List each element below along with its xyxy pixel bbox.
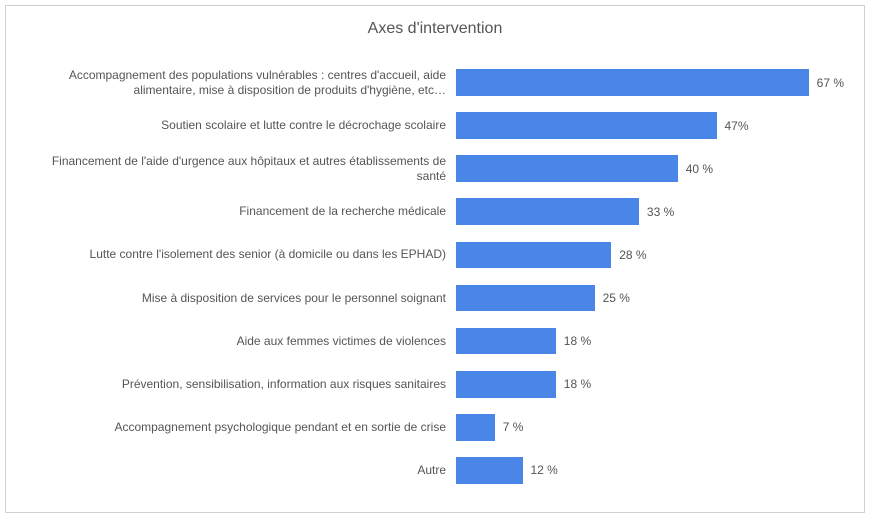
chart-title: Axes d'intervention (6, 6, 864, 48)
bar-cell: 18 % (456, 320, 844, 363)
bar-value-label: 33 % (647, 205, 674, 219)
bar-label: Accompagnement des populations vulnérabl… (26, 68, 456, 98)
bar-value-label: 47% (725, 119, 749, 133)
bar (456, 112, 717, 139)
bar (456, 242, 611, 269)
bar (456, 69, 809, 96)
bar-row: Soutien scolaire et lutte contre le décr… (26, 104, 844, 147)
bar-label: Autre (26, 463, 456, 478)
plot-area: Accompagnement des populations vulnérabl… (26, 61, 844, 492)
bar-cell: 33 % (456, 190, 844, 233)
bar-value-label: 18 % (564, 334, 591, 348)
bar-cell: 18 % (456, 363, 844, 406)
bar-cell: 28 % (456, 233, 844, 276)
bar-row: Mise à disposition de services pour le p… (26, 276, 844, 319)
bar-row: Prévention, sensibilisation, information… (26, 363, 844, 406)
bar-cell: 12 % (456, 449, 844, 492)
bar (456, 414, 495, 441)
bar-row: Accompagnement des populations vulnérabl… (26, 61, 844, 104)
bar-label: Soutien scolaire et lutte contre le décr… (26, 118, 456, 133)
bar-label: Aide aux femmes victimes de violences (26, 334, 456, 349)
bar-row: Accompagnement psychologique pendant et … (26, 406, 844, 449)
bar-value-label: 12 % (531, 463, 558, 477)
bar-label: Mise à disposition de services pour le p… (26, 291, 456, 306)
bar (456, 328, 556, 355)
bar-label: Prévention, sensibilisation, information… (26, 377, 456, 392)
bar-value-label: 67 % (817, 76, 844, 90)
chart-container: Axes d'intervention Accompagnement des p… (5, 5, 865, 513)
bar (456, 371, 556, 398)
bar-row: Financement de la recherche médicale 33 % (26, 190, 844, 233)
bar-value-label: 7 % (503, 420, 524, 434)
bar-value-label: 25 % (603, 291, 630, 305)
bar-row: Aide aux femmes victimes de violences 18 … (26, 320, 844, 363)
bar-row: Lutte contre l'isolement des senior (à d… (26, 233, 844, 276)
bar-label: Lutte contre l'isolement des senior (à d… (26, 247, 456, 262)
bar-value-label: 18 % (564, 377, 591, 391)
bar-value-label: 40 % (686, 162, 713, 176)
bar-cell: 40 % (456, 147, 844, 190)
bar-cell: 47% (456, 104, 844, 147)
bar-label: Accompagnement psychologique pendant et … (26, 420, 456, 435)
bar (456, 457, 523, 484)
bar (456, 285, 595, 312)
bar-cell: 25 % (456, 276, 844, 319)
bar (456, 155, 678, 182)
bar-row: Financement de l'aide d'urgence aux hôpi… (26, 147, 844, 190)
bar (456, 198, 639, 225)
bar-cell: 7 % (456, 406, 844, 449)
bar-value-label: 28 % (619, 248, 646, 262)
bar-label: Financement de la recherche médicale (26, 204, 456, 219)
bar-label: Financement de l'aide d'urgence aux hôpi… (26, 154, 456, 184)
bar-cell: 67 % (456, 61, 844, 104)
bar-row: Autre 12 % (26, 449, 844, 492)
